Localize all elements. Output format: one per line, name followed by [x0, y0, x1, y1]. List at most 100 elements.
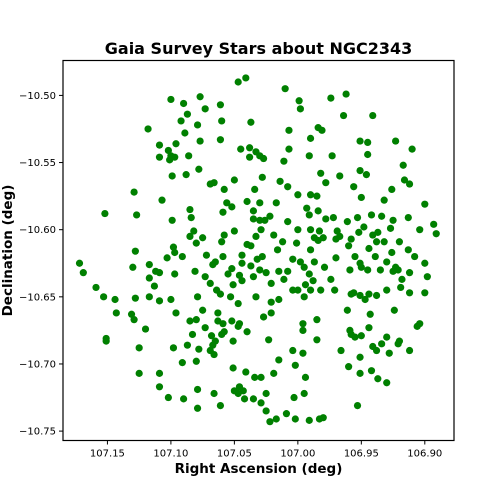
star-point	[357, 193, 365, 202]
star-point	[193, 404, 202, 412]
star-point	[372, 346, 381, 355]
star-point	[292, 239, 301, 247]
star-point	[101, 209, 109, 218]
star-point	[421, 289, 429, 297]
star-point	[355, 228, 363, 236]
star-point	[315, 227, 324, 235]
star-point	[346, 266, 354, 274]
star-point	[386, 224, 395, 232]
star-point	[155, 383, 164, 391]
star-point	[261, 216, 269, 224]
star-point	[322, 179, 330, 187]
star-point	[141, 325, 150, 333]
star-point	[251, 373, 259, 381]
star-point	[243, 197, 251, 206]
star-point	[252, 293, 260, 301]
x-axis-ticks: 107.15 107.10 107.05 107.00 106.95 106.90	[90, 440, 442, 460]
star-point	[356, 369, 364, 377]
star-point	[272, 199, 280, 207]
star-point	[228, 265, 236, 273]
star-point	[299, 320, 307, 328]
star-point	[169, 344, 178, 352]
star-point	[366, 310, 374, 318]
star-point	[228, 203, 236, 211]
star-point	[240, 395, 249, 403]
star-point	[404, 246, 412, 254]
star-point	[347, 235, 355, 243]
star-point	[242, 368, 250, 376]
star-point	[365, 324, 373, 332]
star-point	[201, 273, 209, 281]
star-point	[343, 218, 351, 226]
star-point	[92, 283, 100, 292]
star-point	[282, 410, 291, 418]
star-point	[249, 215, 258, 223]
star-point	[192, 357, 200, 365]
star-point	[318, 126, 326, 134]
star-point	[186, 205, 194, 214]
star-point	[196, 93, 204, 101]
star-point	[193, 293, 202, 301]
star-point	[155, 369, 164, 377]
star-point	[267, 298, 275, 306]
star-point	[356, 353, 364, 361]
star-point	[371, 252, 379, 261]
star-point	[193, 121, 202, 129]
star-point	[164, 146, 172, 155]
star-point	[100, 293, 108, 301]
star-point	[300, 293, 308, 301]
star-point	[347, 290, 355, 298]
star-point	[258, 173, 266, 181]
star-point	[343, 306, 351, 314]
x-axis-label: Right Ascension (deg)	[175, 461, 343, 477]
star-point	[246, 144, 254, 152]
star-point	[210, 389, 218, 398]
star-point	[102, 337, 110, 345]
star-point	[394, 266, 402, 274]
star-point	[171, 270, 179, 278]
star-point	[280, 157, 288, 165]
y-tick-label: −10.60	[19, 225, 56, 236]
star-point	[183, 341, 192, 349]
star-point	[135, 369, 143, 377]
star-point	[224, 270, 232, 278]
star-point	[188, 330, 197, 339]
star-point	[242, 74, 250, 82]
star-point	[195, 165, 203, 173]
star-point	[383, 258, 391, 266]
star-point	[411, 252, 419, 261]
star-point	[353, 401, 362, 410]
star-point	[180, 99, 188, 108]
star-point	[365, 244, 373, 253]
x-tick-label: 107.00	[280, 449, 315, 460]
star-point	[291, 415, 299, 423]
star-point	[413, 322, 421, 330]
star-point	[395, 337, 404, 345]
star-point	[291, 361, 299, 369]
star-point	[262, 269, 270, 277]
star-point	[249, 273, 258, 281]
data-points	[75, 74, 440, 426]
star-point	[262, 389, 270, 398]
star-point	[234, 389, 242, 398]
y-tick-label: −10.75	[19, 427, 56, 438]
star-point	[329, 214, 337, 222]
star-point	[266, 212, 274, 220]
star-point	[378, 212, 386, 220]
star-point	[214, 309, 222, 317]
star-point	[367, 211, 376, 219]
star-point	[182, 171, 190, 179]
star-point	[266, 418, 274, 426]
star-point	[299, 326, 307, 334]
star-point	[169, 243, 178, 251]
y-tick-label: −10.55	[19, 158, 56, 169]
star-point	[290, 393, 298, 402]
star-point	[216, 101, 225, 109]
star-point	[265, 336, 273, 344]
star-point	[313, 336, 321, 344]
star-point	[281, 85, 289, 93]
star-point	[235, 271, 244, 279]
star-point	[238, 251, 246, 259]
star-point	[171, 153, 179, 161]
star-point	[155, 297, 164, 305]
